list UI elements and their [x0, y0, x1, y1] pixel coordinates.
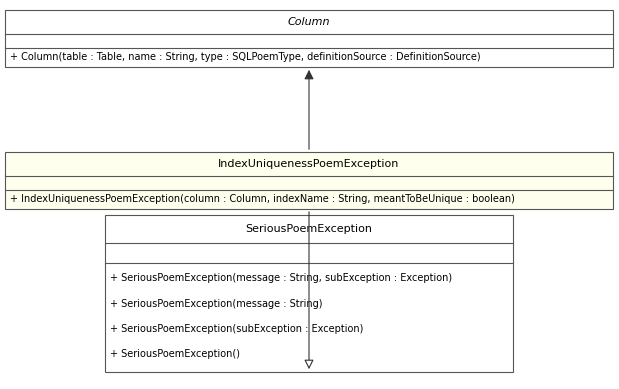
Bar: [105, 215, 513, 372]
Text: SeriousPoemException: SeriousPoemException: [246, 224, 373, 234]
Text: Column: Column: [288, 17, 331, 27]
Text: + Column(table : Table, name : String, type : SQLPoemType, definitionSource : De: + Column(table : Table, name : String, t…: [10, 52, 480, 62]
Bar: [5, 10, 613, 67]
Text: + IndexUniquenessPoemException(column : Column, indexName : String, meantToBeUni: + IndexUniquenessPoemException(column : …: [10, 194, 515, 204]
Text: IndexUniquenessPoemException: IndexUniquenessPoemException: [219, 159, 400, 169]
Text: + SeriousPoemException(subException : Exception): + SeriousPoemException(subException : Ex…: [110, 324, 363, 334]
Bar: [5, 152, 613, 209]
Text: + SeriousPoemException(message : String): + SeriousPoemException(message : String): [110, 299, 322, 308]
Text: + SeriousPoemException(message : String, subException : Exception): + SeriousPoemException(message : String,…: [110, 273, 452, 283]
Text: + SeriousPoemException(): + SeriousPoemException(): [110, 349, 240, 359]
